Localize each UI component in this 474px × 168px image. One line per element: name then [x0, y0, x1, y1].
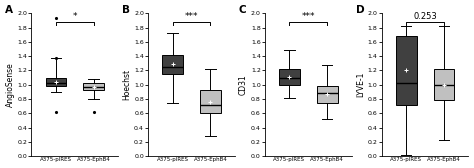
Text: *: * [73, 12, 77, 21]
Y-axis label: Hoechst: Hoechst [122, 69, 131, 100]
Text: A: A [5, 5, 13, 15]
Y-axis label: CD31: CD31 [239, 74, 248, 95]
Text: D: D [356, 5, 364, 15]
Y-axis label: LYVE-1: LYVE-1 [356, 72, 365, 97]
PathPatch shape [46, 78, 66, 86]
Text: ***: *** [185, 12, 198, 21]
PathPatch shape [83, 83, 104, 90]
Text: B: B [122, 5, 130, 15]
PathPatch shape [162, 55, 183, 74]
PathPatch shape [434, 69, 454, 100]
PathPatch shape [200, 90, 221, 113]
Text: 0.253: 0.253 [413, 12, 437, 21]
Text: C: C [239, 5, 246, 15]
Text: ***: *** [301, 12, 315, 21]
PathPatch shape [396, 36, 417, 105]
PathPatch shape [317, 86, 337, 102]
Y-axis label: AngioSense: AngioSense [6, 62, 15, 107]
PathPatch shape [279, 69, 300, 85]
